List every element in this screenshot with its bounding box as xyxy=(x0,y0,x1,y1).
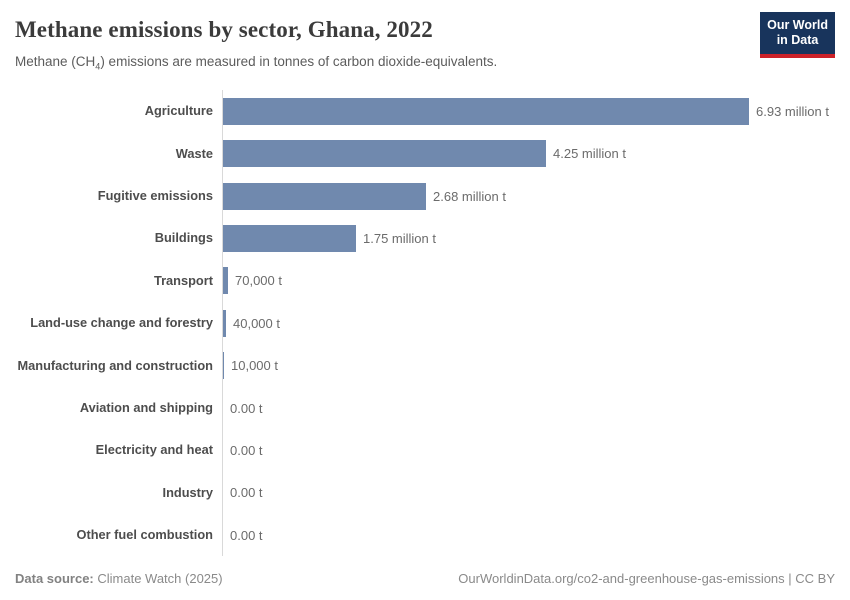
value-label: 70,000 t xyxy=(235,273,282,289)
bar-row: Waste 4.25 million t xyxy=(15,132,835,175)
value-label: 0.00 t xyxy=(230,527,263,543)
data-source-label: Data source: xyxy=(15,571,94,586)
bar-area: 2.68 million t xyxy=(222,174,835,218)
page-subtitle: Methane (CH4) emissions are measured in … xyxy=(15,53,835,73)
bar-area: 40,000 t xyxy=(222,302,835,345)
category-label: Electricity and heat xyxy=(95,442,213,458)
category-label: Agriculture xyxy=(144,103,213,119)
bar-row: Industry 0.00 t xyxy=(15,471,835,515)
value-label: 2.68 million t xyxy=(433,188,506,204)
data-source-value: Climate Watch (2025) xyxy=(93,571,223,586)
chart-footer: Data source: Climate Watch (2025) OurWor… xyxy=(15,571,835,586)
value-label: 6.93 million t xyxy=(756,103,829,119)
value-label: 0.00 t xyxy=(230,485,263,501)
owid-logo-line2: in Data xyxy=(776,33,819,48)
category-label: Transport xyxy=(153,272,213,288)
bar-area: 0.00 t xyxy=(222,429,835,472)
bar xyxy=(223,309,226,337)
bar-area: 0.00 t xyxy=(222,386,835,430)
bar xyxy=(223,352,224,380)
bar xyxy=(223,97,749,125)
category-label: Waste xyxy=(175,145,213,161)
subtitle-text-suffix: ) emissions are measured in tonnes of ca… xyxy=(100,53,498,69)
category-label: Industry xyxy=(162,484,213,500)
bar-area: 10,000 t xyxy=(222,344,835,387)
subtitle-subscript: 4 xyxy=(95,61,101,72)
attribution-link[interactable]: OurWorldinData.org/co2-and-greenhouse-ga… xyxy=(458,571,835,586)
bar-row: Fugitive emissions 2.68 million t xyxy=(15,174,835,218)
bar-row: Electricity and heat 0.00 t xyxy=(15,429,835,472)
bar-chart: Agriculture 6.93 million t Waste 4.25 mi… xyxy=(15,90,835,557)
subtitle-text: Methane (CH xyxy=(15,53,96,69)
bar xyxy=(223,182,426,210)
category-label: Fugitive emissions xyxy=(97,188,213,204)
value-label: 1.75 million t xyxy=(363,230,436,246)
bar-row: Other fuel combustion 0.00 t xyxy=(15,514,835,557)
bar-row: Manufacturing and construction 10,000 t xyxy=(15,344,835,387)
bar-area: 4.25 million t xyxy=(222,132,835,175)
owid-logo-line1: Our World xyxy=(767,18,828,32)
bar xyxy=(223,224,356,252)
bar-area: 0.00 t xyxy=(222,471,835,515)
bar-row: Buildings 1.75 million t xyxy=(15,217,835,260)
bar-area: 70,000 t xyxy=(222,259,835,303)
category-label: Aviation and shipping xyxy=(79,400,213,416)
value-label: 40,000 t xyxy=(233,315,280,331)
value-label: 10,000 t xyxy=(231,358,278,374)
bar-row: Land-use change and forestry 40,000 t xyxy=(15,302,835,345)
category-label: Land-use change and forestry xyxy=(30,315,213,331)
bar-row: Agriculture 6.93 million t xyxy=(15,90,835,133)
bar-area: 6.93 million t xyxy=(222,90,835,133)
category-label: Buildings xyxy=(154,230,213,246)
bar-area: 0.00 t xyxy=(222,514,835,557)
bar xyxy=(223,267,228,295)
page-title: Methane emissions by sector, Ghana, 2022 xyxy=(15,17,433,42)
bar xyxy=(223,140,546,168)
owid-logo[interactable]: Our World in Data xyxy=(760,12,835,58)
data-source: Data source: Climate Watch (2025) xyxy=(15,571,223,586)
bar-row: Aviation and shipping 0.00 t xyxy=(15,386,835,430)
value-label: 0.00 t xyxy=(230,400,263,416)
category-label: Manufacturing and construction xyxy=(17,357,213,373)
value-label: 0.00 t xyxy=(230,442,263,458)
bar-area: 1.75 million t xyxy=(222,217,835,260)
category-label: Other fuel combustion xyxy=(76,527,213,543)
value-label: 4.25 million t xyxy=(553,146,626,162)
bar-row: Transport 70,000 t xyxy=(15,259,835,303)
